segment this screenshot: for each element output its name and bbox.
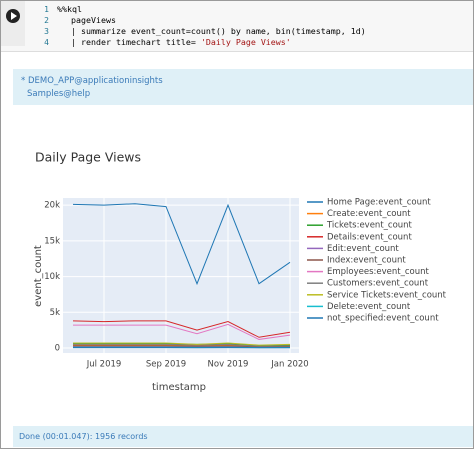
- code-line: | summarize event_count=count() by name,…: [71, 26, 366, 36]
- legend-label: Tickets:event_count: [326, 221, 413, 231]
- legend-label: Home Page:event_count: [327, 198, 431, 208]
- legend-label: Edit:event_count: [327, 244, 399, 254]
- code-cell: 1 2 3 4 %%kql pageViews | summarize even…: [1, 1, 473, 52]
- plot-area: [63, 198, 299, 353]
- legend-label: Customers:event_count: [327, 279, 429, 289]
- legend-label: Employees:event_count: [327, 267, 429, 277]
- status-text: Done (00:01.047): 1956 records: [19, 432, 148, 441]
- series-line: [72, 203, 291, 286]
- code-string: 'Daily Page Views': [200, 37, 291, 47]
- code-text: | render timechart title=: [71, 37, 201, 47]
- x-tick-label: Jul 2019: [86, 360, 122, 370]
- line-number: 1: [44, 5, 49, 14]
- y-axis-label: event_count: [33, 245, 44, 307]
- chart-title: Daily Page Views: [35, 150, 141, 165]
- x-tick-label: Jan 2020: [270, 360, 308, 370]
- code-line: | render timechart title= 'Daily Page Vi…: [71, 37, 291, 47]
- info-line[interactable]: Samples@help: [27, 89, 91, 99]
- line-number: 2: [44, 16, 49, 25]
- legend-label: Create:event_count: [327, 209, 411, 219]
- legend-label: Index:event_count: [327, 256, 406, 266]
- code-line: %%kql: [57, 4, 82, 14]
- series-line: [73, 345, 291, 348]
- info-box: * DEMO_APP@applicationinsights Samples@h…: [13, 69, 473, 105]
- y-tick-label: 20k: [44, 201, 60, 211]
- chart: Daily Page Views timestamp event_count 0…: [33, 150, 447, 394]
- x-axis-label: timestamp: [152, 382, 206, 393]
- line-number: 4: [44, 38, 49, 47]
- series-line: [72, 320, 291, 338]
- run-button[interactable]: [1, 1, 25, 46]
- legend-label: Delete:event_count: [327, 302, 411, 312]
- info-line[interactable]: * DEMO_APP@applicationinsights: [21, 76, 163, 86]
- y-tick-label: 15k: [44, 236, 60, 246]
- x-tick-label: Sep 2019: [146, 360, 186, 370]
- status-bar: Done (00:01.047): 1956 records: [13, 426, 473, 447]
- y-tick-label: 10k: [44, 272, 60, 282]
- legend-label: not_specified:event_count: [327, 314, 439, 324]
- series-line: [73, 343, 291, 347]
- legend-label: Details:event_count: [327, 232, 412, 242]
- series-line: [73, 323, 291, 340]
- x-tick-label: Nov 2019: [208, 360, 249, 370]
- line-number: 3: [44, 27, 49, 36]
- legend-label: Service Tickets:event_count: [327, 290, 447, 300]
- y-tick-label: 0: [55, 344, 60, 354]
- code-line: pageViews: [71, 15, 116, 25]
- series-line: [73, 342, 291, 346]
- y-tick-label: 5k: [50, 308, 60, 318]
